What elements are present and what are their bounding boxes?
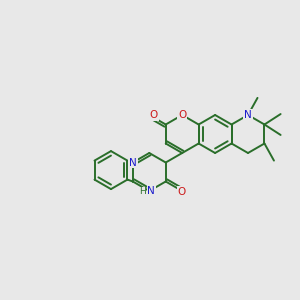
Text: N: N bbox=[147, 186, 155, 196]
Text: O: O bbox=[150, 110, 158, 120]
Text: N: N bbox=[129, 158, 137, 167]
Text: O: O bbox=[178, 110, 186, 120]
Text: H: H bbox=[139, 188, 146, 196]
Text: O: O bbox=[178, 187, 186, 196]
Text: N: N bbox=[244, 110, 252, 120]
